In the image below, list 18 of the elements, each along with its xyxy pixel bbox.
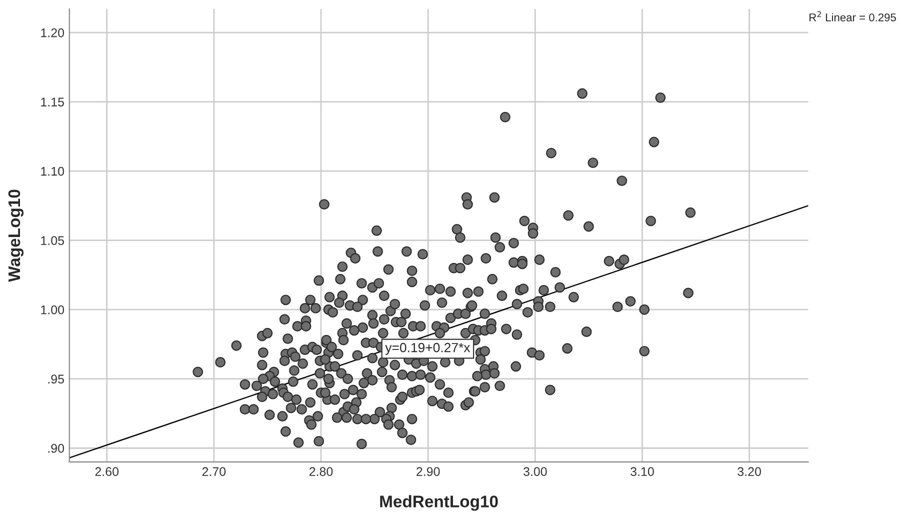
x-axis-title: MedRentLog10 [380, 495, 498, 511]
y-tick-label: 1.00 [41, 305, 64, 314]
y-axis-title: WageLog10 [8, 190, 24, 282]
y-tick-label: 1.05 [41, 236, 64, 245]
y-tick-label: 1.20 [41, 28, 64, 38]
y-tick-label: 1.10 [41, 166, 64, 176]
x-tick-label: 3.10 [630, 467, 654, 476]
y-tick-label: .95 [48, 374, 64, 384]
y-tick-label: .90 [48, 444, 64, 453]
x-tick-label: 3.20 [738, 467, 761, 476]
x-tick-label: 2.70 [202, 467, 226, 476]
x-tick-label: 2.60 [95, 467, 119, 476]
x-tick-label: 3.00 [523, 467, 547, 476]
x-tick-label: 2.80 [309, 467, 333, 476]
x-tick-label: 2.90 [416, 467, 440, 476]
text: R$^{2}$ Linear = 0.295 [810, 11, 896, 22]
annotation: y=0.19+0.27*x [385, 342, 470, 355]
y-tick-label: 1.15 [41, 98, 64, 106]
